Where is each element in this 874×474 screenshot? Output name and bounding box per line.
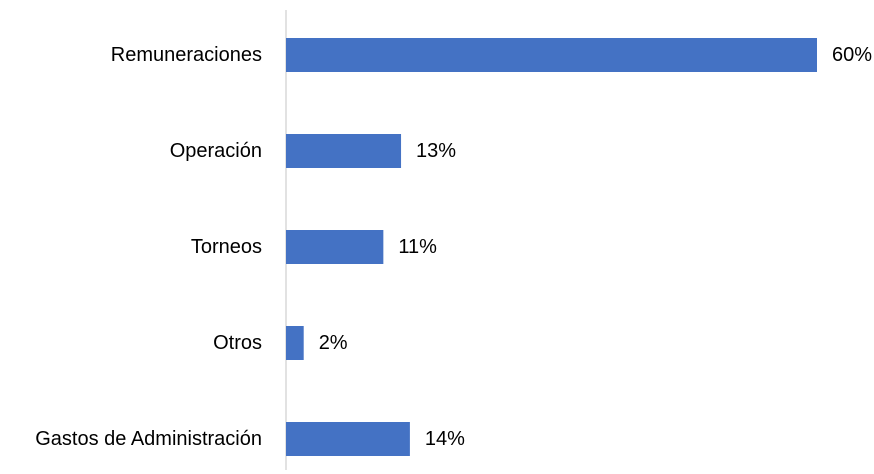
bar — [286, 230, 384, 264]
category-label: Remuneraciones — [111, 44, 262, 66]
category-label: Otros — [213, 332, 262, 354]
value-label: 11% — [398, 236, 437, 258]
labels-layer: Remuneraciones 60% Operación 13% Torneos 11% O… — [35, 44, 872, 450]
bar — [286, 422, 410, 456]
bar — [286, 134, 402, 168]
value-label: 2% — [319, 332, 348, 354]
value-label: 14% — [425, 428, 465, 450]
bars-layer — [286, 38, 817, 456]
value-label: 13% — [416, 140, 456, 162]
bar — [286, 326, 304, 360]
category-label: Gastos de Administración — [35, 428, 262, 450]
value-label: 60% — [832, 44, 872, 66]
bar — [286, 38, 817, 72]
category-label: Torneos — [191, 236, 262, 258]
category-label: Operación — [170, 140, 262, 162]
